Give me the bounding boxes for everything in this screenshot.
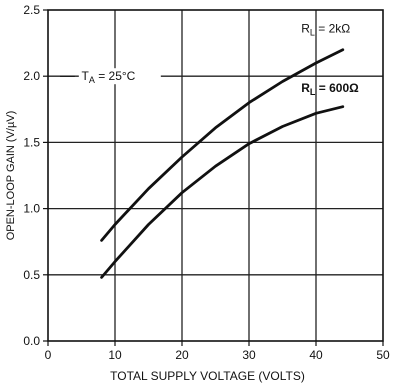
series-label-subscript: L	[310, 28, 315, 38]
series-group	[100, 48, 345, 279]
y-tick-label: 0.0	[23, 334, 40, 348]
series-line-1	[100, 105, 345, 279]
series-label-600: RL = 600Ω	[301, 81, 359, 97]
x-axis-label: TOTAL SUPPLY VOLTAGE (VOLTS)	[110, 369, 305, 383]
x-tick-label: 0	[45, 348, 52, 362]
y-tick-label: 2.0	[23, 69, 40, 83]
series-label-subscript: L	[310, 87, 316, 97]
y-tick-label: 2.5	[23, 3, 40, 17]
annotation-rest: = 25°C	[95, 69, 136, 83]
annotation-main: T	[82, 69, 90, 83]
x-tick-label: 40	[309, 348, 323, 362]
x-tick-label: 20	[175, 348, 189, 362]
grid	[48, 10, 383, 341]
y-tick-label: 0.5	[23, 268, 40, 282]
temperature-annotation: TA = 25°C	[82, 69, 136, 85]
series-label-main: R	[301, 22, 310, 36]
annotation-background	[78, 68, 161, 85]
plot-frame	[47, 9, 384, 342]
series-label-2k: RL = 2kΩ	[301, 22, 350, 38]
series-line-0	[100, 48, 345, 242]
tick-labels: 0 10 20 30 40 50 0.0 0.5 1.0 1.5 2.0 2.5	[23, 3, 390, 362]
y-tick-label: 1.0	[23, 202, 40, 216]
series-label-rest: = 2kΩ	[315, 22, 350, 36]
series-label-rest: = 600Ω	[315, 81, 359, 95]
series-label-main: R	[301, 81, 310, 95]
y-tick-label: 1.5	[23, 135, 40, 149]
y-axis-label: OPEN-LOOP GAIN (V/µV)	[5, 111, 17, 241]
x-tick-label: 10	[108, 348, 122, 362]
x-tick-label: 30	[242, 348, 256, 362]
x-tick-label: 50	[376, 348, 390, 362]
annotation-subscript: A	[89, 75, 95, 85]
